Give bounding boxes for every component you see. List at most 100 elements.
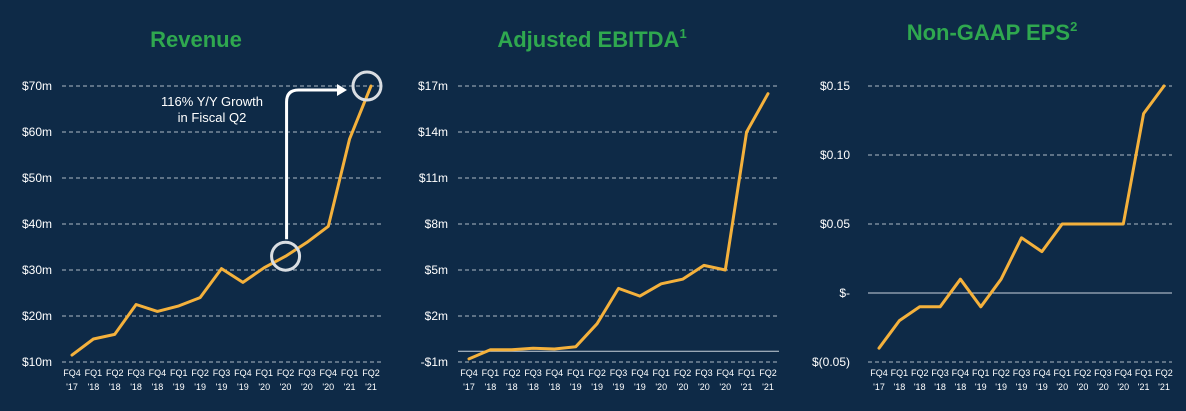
x-tick-label: FQ4 — [1033, 368, 1051, 378]
x-tick-label-year: '19 — [591, 382, 603, 392]
x-tick-label-year: '20 — [258, 382, 270, 392]
series-line — [877, 84, 1166, 350]
growth-annotation-line: in Fiscal Q2 — [178, 110, 247, 125]
x-tick-label-year: '21 — [762, 382, 774, 392]
x-tick-label-year: '20 — [1077, 382, 1089, 392]
x-tick-label: FQ3 — [524, 368, 542, 378]
x-tick-label: FQ2 — [106, 368, 124, 378]
x-tick-label-year: '18 — [934, 382, 946, 392]
x-tick-label-year: '17 — [463, 382, 475, 392]
y-tick-label: -$1m — [421, 355, 448, 369]
x-tick-label: FQ3 — [695, 368, 713, 378]
x-tick-label-year: '18 — [955, 382, 967, 392]
y-tick-label: $60m — [22, 125, 52, 139]
x-tick-label: FQ1 — [170, 368, 188, 378]
y-tick-label: $10m — [22, 355, 52, 369]
x-tick-label: FQ3 — [213, 368, 231, 378]
x-tick-label: FQ1 — [482, 368, 500, 378]
x-tick-label-year: '20 — [1056, 382, 1068, 392]
y-tick-label: $17m — [418, 79, 448, 93]
y-tick-label: $0.05 — [820, 217, 850, 231]
x-tick-label: FQ1 — [891, 368, 909, 378]
x-tick-label: FQ2 — [277, 368, 295, 378]
y-tick-label: $0.15 — [820, 79, 850, 93]
x-tick-label-year: '18 — [130, 382, 142, 392]
x-tick-label: FQ1 — [255, 368, 273, 378]
chart-title-superscript: 2 — [1070, 19, 1077, 34]
x-tick-label: FQ2 — [191, 368, 209, 378]
x-tick-label-year: '19 — [634, 382, 646, 392]
x-tick-label-year: '17 — [873, 382, 885, 392]
x-tick-label: FQ3 — [298, 368, 316, 378]
x-tick-label: FQ3 — [931, 368, 949, 378]
x-tick-label-year: '19 — [216, 382, 228, 392]
x-tick-label: FQ2 — [503, 368, 521, 378]
x-tick-label-year: '18 — [109, 382, 121, 392]
growth-arrow-head — [337, 84, 347, 96]
x-tick-label: FQ2 — [588, 368, 606, 378]
x-tick-label-year: '19 — [975, 382, 987, 392]
x-tick-label-year: '18 — [527, 382, 539, 392]
x-tick-label-year: '19 — [995, 382, 1007, 392]
chart-title: Adjusted EBITDA1 — [497, 26, 686, 52]
x-tick-label-year: '18 — [506, 382, 518, 392]
x-tick-label-year: '18 — [549, 382, 561, 392]
x-tick-label: FQ1 — [1053, 368, 1071, 378]
x-tick-label-year: '18 — [152, 382, 164, 392]
x-tick-label-year: '20 — [677, 382, 689, 392]
x-tick-label-year: '20 — [1097, 382, 1109, 392]
chart-title: Revenue — [150, 27, 242, 52]
x-tick-label-year: '17 — [66, 382, 78, 392]
x-tick-label-year: '21 — [1158, 382, 1170, 392]
x-tick-label-year: '19 — [237, 382, 249, 392]
series-line — [467, 92, 770, 361]
x-tick-label-year: '21 — [365, 382, 377, 392]
x-tick-label: FQ3 — [1094, 368, 1112, 378]
series-line — [70, 84, 373, 357]
chart-2: Adjusted EBITDA1 -$1m $2m $5m $8m $11m $14m $17… — [418, 26, 779, 392]
x-tick-label: FQ3 — [610, 368, 628, 378]
x-tick-label: FQ4 — [631, 368, 649, 378]
y-tick-label: $0.10 — [820, 148, 850, 162]
x-tick-label-year: '18 — [914, 382, 926, 392]
growth-arrow — [285, 88, 339, 240]
x-tick-label-year: '19 — [613, 382, 625, 392]
x-tick-label-year: '20 — [1117, 382, 1129, 392]
highlight-circle-end — [351, 70, 383, 102]
growth-annotation-line: 116% Y/Y Growth — [161, 94, 263, 109]
x-tick-label-year: '18 — [484, 382, 496, 392]
x-tick-label: FQ4 — [717, 368, 735, 378]
x-tick-label: FQ4 — [234, 368, 252, 378]
x-tick-label: FQ2 — [911, 368, 929, 378]
y-tick-label: $- — [839, 286, 850, 300]
y-tick-label: $20m — [22, 309, 52, 323]
x-tick-label: FQ4 — [870, 368, 888, 378]
x-tick-label: FQ2 — [674, 368, 692, 378]
x-tick-label: FQ1 — [567, 368, 585, 378]
y-tick-label: $11m — [419, 171, 448, 185]
x-tick-label-year: '20 — [698, 382, 710, 392]
x-tick-label: FQ3 — [127, 368, 145, 378]
x-tick-label: FQ4 — [63, 368, 81, 378]
x-tick-label: FQ4 — [460, 368, 478, 378]
x-tick-label: FQ1 — [341, 368, 359, 378]
x-tick-label: FQ2 — [992, 368, 1010, 378]
x-tick-label: FQ1 — [652, 368, 670, 378]
x-tick-label: FQ1 — [738, 368, 756, 378]
y-tick-label: $5m — [425, 263, 448, 277]
y-tick-label: $70m — [22, 79, 52, 93]
x-tick-label: FQ1 — [85, 368, 103, 378]
y-tick-label: $(0.05) — [812, 355, 850, 369]
x-tick-label-year: '20 — [655, 382, 667, 392]
x-tick-label: FQ4 — [1115, 368, 1133, 378]
x-tick-label-year: '19 — [1036, 382, 1048, 392]
x-tick-label-year: '20 — [719, 382, 731, 392]
y-tick-label: $14m — [418, 125, 448, 139]
y-tick-label: $40m — [22, 217, 52, 231]
x-tick-label: FQ1 — [972, 368, 990, 378]
x-tick-label: FQ2 — [1155, 368, 1173, 378]
x-tick-label-year: '19 — [1016, 382, 1028, 392]
y-tick-label: $2m — [425, 309, 448, 323]
chart-title: Non-GAAP EPS2 — [907, 19, 1078, 45]
